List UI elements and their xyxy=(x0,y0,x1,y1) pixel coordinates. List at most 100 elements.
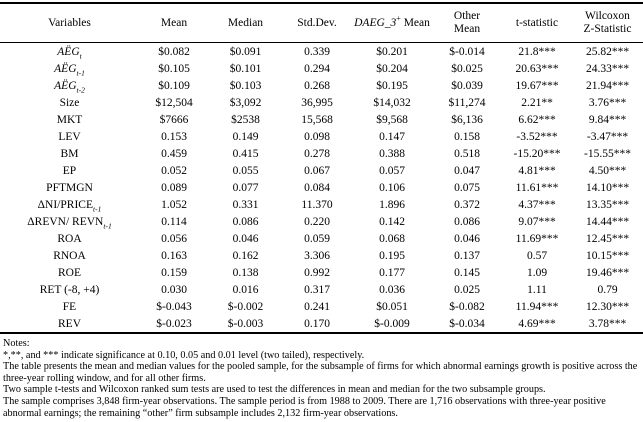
col-header-stddev: Std.Dev. xyxy=(282,3,352,43)
value-cell: 11.69*** xyxy=(515,232,559,245)
value-cell: $0.082 xyxy=(158,45,190,58)
variable-label: REV xyxy=(58,317,81,330)
variable-label: ΔNI/PRICE xyxy=(37,198,93,211)
variable-label: PFTMGN xyxy=(46,181,93,194)
value-cell: 0.138 xyxy=(232,266,259,279)
table-row: RNOA 0.163 0.162 3.306 0.195 0.137 0.57 10.15**… xyxy=(0,247,643,264)
value-cell: 0.294 xyxy=(304,62,330,75)
table-row: RET (-8, +4) 0.030 0.016 0.317 0.036 0.025 1.1… xyxy=(0,281,643,298)
value-cell: 9.07*** xyxy=(518,215,556,228)
table-row: AËGt-1 $0.105 $0.101 0.294 $0.204 $0.025 20.63… xyxy=(0,60,643,77)
col-header-other-mean: Other Mean xyxy=(432,3,502,43)
value-cell: 1.896 xyxy=(379,198,405,211)
value-cell: 10.15*** xyxy=(585,249,630,262)
variable-cell: AËGt-1 xyxy=(0,60,139,77)
value-cell: 0.046 xyxy=(454,232,480,245)
variable-label: Size xyxy=(59,96,80,109)
variable-label: RET (-8, +4) xyxy=(39,283,100,296)
value-cell: 0.145 xyxy=(454,266,480,279)
value-cell: 0.046 xyxy=(232,232,259,245)
variable-label: AËG xyxy=(54,62,77,75)
value-cell: 0.268 xyxy=(304,79,330,92)
value-cell: 0.159 xyxy=(161,266,187,279)
value-cell: 0.149 xyxy=(232,130,259,143)
wilcoxon-line2: Z-Statistic xyxy=(583,23,632,35)
value-cell: 0.036 xyxy=(379,283,405,296)
daeg-symbol: DAEG_3 xyxy=(354,16,397,29)
variable-cell: RNOA xyxy=(0,247,139,264)
variable-cell: ΔREVN/ REVNt-1 xyxy=(0,213,139,230)
value-cell: $-0.034 xyxy=(432,315,502,334)
table-row: AËGt $0.082 $0.091 0.339 $0.201 $-0.014 21.8**… xyxy=(0,43,643,61)
value-cell: 0.030 xyxy=(161,283,187,296)
value-cell: $11,274 xyxy=(448,96,486,109)
value-cell: 0.059 xyxy=(304,232,330,245)
value-cell: 3.306 xyxy=(304,249,330,262)
value-cell: 0.084 xyxy=(304,181,330,194)
value-cell: 0.055 xyxy=(232,164,259,177)
value-cell: 0.459 xyxy=(161,147,187,160)
value-cell: 0.992 xyxy=(304,266,330,279)
value-cell: 0.415 xyxy=(232,147,259,160)
value-cell: 3.78*** xyxy=(572,315,643,334)
value-cell: $0.103 xyxy=(229,79,262,92)
variable-cell: MKT xyxy=(0,111,139,128)
value-cell: 11.61*** xyxy=(515,181,559,194)
value-cell: 0.025 xyxy=(454,283,480,296)
value-cell: 1.052 xyxy=(161,198,187,211)
value-cell: 11.370 xyxy=(301,198,333,211)
summary-statistics-table: Variables Mean Median Std.Dev. DAEG_3+ M… xyxy=(0,2,643,334)
value-cell: 0.075 xyxy=(454,181,480,194)
value-cell: 1.11 xyxy=(527,283,547,296)
variable-cell: ROE xyxy=(0,264,139,281)
value-cell: 0.241 xyxy=(304,300,330,313)
value-cell: 0.79 xyxy=(597,283,618,296)
table-row: ROA 0.056 0.046 0.059 0.068 0.046 11.69*** 12.4… xyxy=(0,230,643,247)
value-cell: 0.339 xyxy=(304,45,330,58)
value-cell: 6.62*** xyxy=(518,113,556,126)
value-cell: 0.067 xyxy=(304,164,330,177)
value-cell: 3.76*** xyxy=(588,96,627,109)
value-cell: 20.63*** xyxy=(515,62,559,75)
variable-label: BM xyxy=(60,147,79,160)
value-cell: 0.068 xyxy=(379,232,405,245)
col-header-t-statistic: t-statistic xyxy=(502,3,572,43)
value-cell: $0.025 xyxy=(451,62,483,75)
value-cell: 0.153 xyxy=(161,130,187,143)
other-mean-line1: Other xyxy=(453,10,481,22)
variable-cell: ROA xyxy=(0,230,139,247)
table-row: ΔREVN/ REVNt-1 0.114 0.086 0.220 0.142 0.086 9… xyxy=(0,213,643,230)
value-cell: $-0.002 xyxy=(227,300,264,313)
value-cell: $0.051 xyxy=(376,300,408,313)
value-cell: 21.94*** xyxy=(585,79,630,92)
variable-label: FE xyxy=(62,300,77,313)
col-header-variables: Variables xyxy=(0,3,139,43)
variable-cell: AËGt xyxy=(0,43,139,61)
value-cell: 0.016 xyxy=(232,283,259,296)
value-cell: 0.220 xyxy=(304,215,330,228)
variable-label: AËG xyxy=(54,79,77,92)
value-cell: 0.056 xyxy=(161,232,187,245)
value-cell: 12.30*** xyxy=(585,300,630,313)
value-cell: $0.101 xyxy=(229,62,262,75)
value-cell: 19.46*** xyxy=(585,266,630,279)
daeg-mean-suffix: Mean xyxy=(400,16,430,29)
value-cell: 15,568 xyxy=(301,113,333,126)
value-cell: -15.55*** xyxy=(584,147,631,160)
variable-label: RNOA xyxy=(53,249,86,262)
value-cell: 0.518 xyxy=(454,147,480,160)
table-row: BM 0.459 0.415 0.278 0.388 0.518 -15.20*** -15.… xyxy=(0,145,643,162)
value-cell: $0.204 xyxy=(376,62,408,75)
note-line: The table presents the mean and median v… xyxy=(3,361,638,384)
value-cell: -3.47*** xyxy=(586,130,629,143)
value-cell: $0.105 xyxy=(158,62,190,75)
value-cell: 14.44*** xyxy=(585,215,630,228)
table-row: AËGt-2 $0.109 $0.103 0.268 $0.195 $0.039 19.67… xyxy=(0,77,643,94)
value-cell: $0.039 xyxy=(451,79,483,92)
variable-cell: RET (-8, +4) xyxy=(0,281,139,298)
value-cell: 0.317 xyxy=(304,283,330,296)
value-cell: 9.84*** xyxy=(588,113,627,126)
col-header-median: Median xyxy=(209,3,282,43)
table-row: PFTMGN 0.089 0.077 0.084 0.106 0.075 11.61*** 1… xyxy=(0,179,643,196)
